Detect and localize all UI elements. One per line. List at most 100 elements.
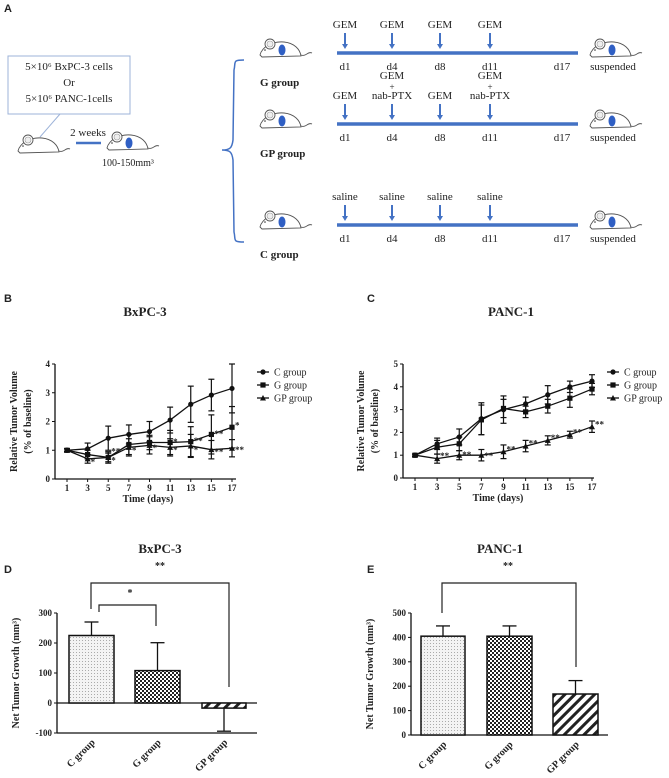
point-marker	[500, 448, 507, 455]
point-marker	[187, 442, 194, 449]
treatment-label: saline	[332, 191, 358, 203]
day-label: d8	[435, 132, 447, 144]
point-marker	[84, 455, 91, 462]
arrow-head-icon	[487, 216, 493, 221]
point-marker	[522, 443, 529, 449]
point-marker	[456, 452, 463, 458]
significance-marker: *	[132, 446, 137, 456]
point-marker	[523, 401, 529, 407]
significance-marker: *	[153, 443, 158, 453]
panel-label-b: B	[4, 293, 12, 305]
y-axis-label: Net Tumor Growth (mm³)	[11, 618, 22, 729]
interval-label: 2 weeks	[70, 127, 106, 139]
x-tick-label: 15	[565, 482, 575, 492]
x-tick-label: 3	[85, 483, 90, 493]
day-label: d4	[387, 61, 399, 73]
point-marker	[260, 382, 266, 388]
tumor-icon	[278, 44, 286, 56]
point-marker	[589, 378, 595, 384]
y-tick-label: 400	[393, 632, 407, 642]
y-axis-label: (% of baseline)	[370, 389, 381, 453]
y-tick-label: 1	[46, 445, 51, 455]
x-tick-label: 15	[207, 483, 217, 493]
point-marker	[260, 369, 266, 375]
y-axis-label: Relative Tumor Volume	[9, 370, 20, 471]
x-tick-label: 1	[413, 482, 418, 492]
day-label: d11	[482, 61, 498, 73]
legend-label: C group	[274, 368, 307, 379]
arrow-head-icon	[389, 115, 395, 120]
treatment-label: nab-PTX	[372, 90, 412, 102]
x-tick-label: 7	[127, 483, 132, 493]
arrow-head-icon	[342, 216, 348, 221]
day-label: d11	[482, 233, 498, 245]
x-tick-label: 11	[166, 483, 175, 493]
significance-marker: **	[551, 433, 561, 443]
tumor-icon	[278, 216, 286, 228]
point-marker	[260, 395, 266, 401]
x-tick-label: 17	[228, 483, 238, 493]
point-marker	[229, 424, 235, 430]
end-label: suspended	[590, 233, 636, 245]
group-timeline-c: saline saline saline saline d1 d4 d8 d11 d17 C gr…	[260, 191, 636, 261]
y-axis-label: Relative Tumor Volume	[356, 370, 367, 471]
day-label: d17	[554, 233, 571, 245]
arrow-head-icon	[487, 115, 493, 120]
y-tick-label: 5	[394, 359, 399, 369]
category-label: G group	[483, 739, 516, 772]
significance-marker: **	[235, 445, 245, 455]
end-label: suspended	[590, 61, 636, 73]
treatment-label: GEM	[428, 19, 453, 31]
group-timeline-g: GEM GEM GEM GEM d1 d4 d8 d11 d17 G group suspended	[260, 19, 636, 89]
point-marker	[434, 444, 440, 450]
arrow-head-icon	[437, 216, 443, 221]
group-brace	[221, 59, 245, 243]
day-label: d11	[482, 132, 498, 144]
treatment-label: GEM	[478, 19, 503, 31]
x-tick-label: 9	[501, 482, 506, 492]
category-label: GP group	[193, 737, 230, 774]
legend-label: GP group	[274, 394, 312, 405]
day-label: d1	[340, 61, 351, 73]
legend-label: G group	[624, 381, 657, 392]
day-label: d17	[554, 61, 571, 73]
mouse-tumor-icon	[106, 131, 160, 151]
category-label: G group	[131, 737, 164, 770]
treatment-label: GEM	[478, 70, 503, 82]
arrow-head-icon	[342, 115, 348, 120]
significance-marker: **	[503, 561, 513, 572]
significance-marker: **	[595, 419, 605, 429]
panel-label-a: A	[4, 3, 12, 15]
y-axis-label: (% of baseline)	[23, 389, 34, 453]
treatment-label: nab-PTX	[470, 90, 510, 102]
point-marker	[523, 409, 529, 415]
x-tick-label: 5	[457, 482, 462, 492]
panel-label-e: E	[367, 564, 374, 576]
significance-marker: **	[484, 451, 494, 461]
point-marker	[566, 431, 573, 438]
y-tick-label: 0	[48, 698, 53, 708]
day-label: d8	[435, 61, 447, 73]
point-marker	[208, 446, 215, 453]
significance-marker: **	[462, 450, 472, 460]
point-marker	[167, 417, 173, 423]
bar-gp-group	[552, 693, 599, 736]
significance-bracket	[90, 582, 230, 687]
category-label: GP group	[545, 739, 582, 776]
treatment-label: saline	[427, 191, 453, 203]
significance-marker: **	[155, 561, 165, 572]
point-marker	[125, 444, 132, 450]
point-marker	[567, 384, 573, 390]
y-tick-label: 300	[393, 657, 407, 667]
significance-marker: *	[235, 420, 240, 430]
day-label: d4	[387, 233, 399, 245]
mouse-tumor-icon	[589, 210, 643, 230]
tumor-icon	[608, 44, 616, 56]
y-axis-label: Net Tumor Growth (mm³)	[365, 619, 376, 730]
significance-bracket	[98, 604, 157, 626]
treatment-label: GEM	[333, 90, 358, 102]
significance-marker: **	[573, 427, 583, 437]
